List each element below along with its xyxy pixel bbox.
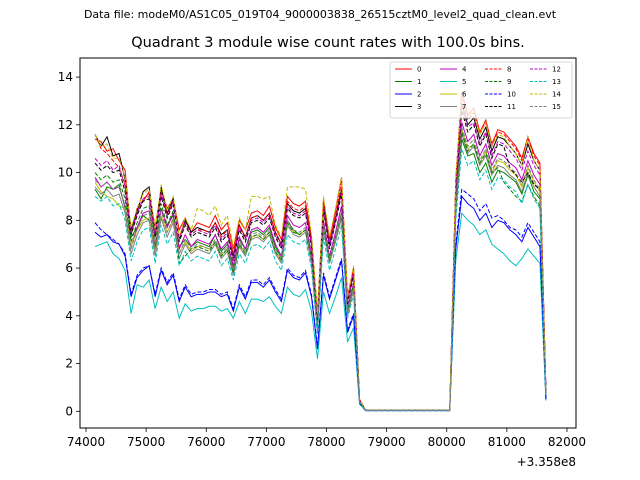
- series-line-9: [94, 131, 547, 411]
- chart-title: Quadrant 3 module wise count rates with …: [131, 35, 525, 51]
- x-tick-label-76000: 76000: [187, 435, 225, 449]
- series-line-13: [94, 148, 547, 411]
- legend-label-5: 5: [462, 78, 466, 86]
- x-tick-label-79000: 79000: [368, 435, 406, 449]
- y-tick-label-2: 2: [65, 357, 73, 371]
- plot-frame: [79, 57, 577, 429]
- legend-label-13: 13: [552, 78, 561, 86]
- legend-label-2: 2: [417, 91, 421, 99]
- x-tick-label-74000: 74000: [67, 435, 105, 449]
- y-tick-label-4: 4: [65, 309, 73, 323]
- legend-label-8: 8: [507, 66, 511, 74]
- legend-label-0: 0: [417, 66, 421, 74]
- legend-label-3: 3: [417, 103, 421, 111]
- legend-label-6: 6: [462, 91, 467, 99]
- x-tick-label-78000: 78000: [307, 435, 345, 449]
- y-tick-label-14: 14: [58, 70, 73, 84]
- legend-label-12: 12: [552, 66, 561, 74]
- series-line-15: [94, 127, 547, 411]
- legend-label-9: 9: [507, 78, 511, 86]
- legend-label-10: 10: [507, 91, 516, 99]
- legend-label-11: 11: [507, 103, 516, 111]
- y-tick-label-12: 12: [58, 118, 73, 132]
- legend-label-14: 14: [552, 91, 561, 99]
- series-layer: [94, 91, 547, 412]
- series-line-10: [94, 188, 547, 412]
- series-line-2: [94, 195, 547, 412]
- y-tick-label-6: 6: [65, 261, 73, 275]
- x-tick-label-82000: 82000: [548, 435, 586, 449]
- series-line-5: [94, 211, 547, 412]
- x-tick-label-77000: 77000: [247, 435, 285, 449]
- legend-label-4: 4: [462, 66, 467, 74]
- series-line-12: [94, 105, 547, 411]
- legend-label-7: 7: [462, 103, 466, 111]
- legend-frame: [389, 61, 573, 119]
- x-offset-label: +3.358e8: [517, 455, 576, 469]
- data-file-label: Data file: modeM0/AS1C05_019T04_90000038…: [83, 8, 557, 21]
- x-tick-label-75000: 75000: [127, 435, 165, 449]
- y-tick-label-8: 8: [65, 213, 73, 227]
- x-tick-label-81000: 81000: [488, 435, 526, 449]
- axis-layer: 74000 75000 76000 77000 78000 79000 80000 81000…: [58, 70, 586, 449]
- legend-label-1: 1: [417, 78, 421, 86]
- legend-label-15: 15: [552, 103, 561, 111]
- y-tick-label-10: 10: [58, 166, 73, 180]
- y-tick-label-0: 0: [65, 404, 73, 418]
- x-tick-label-80000: 80000: [428, 435, 466, 449]
- series-line-11: [94, 110, 547, 411]
